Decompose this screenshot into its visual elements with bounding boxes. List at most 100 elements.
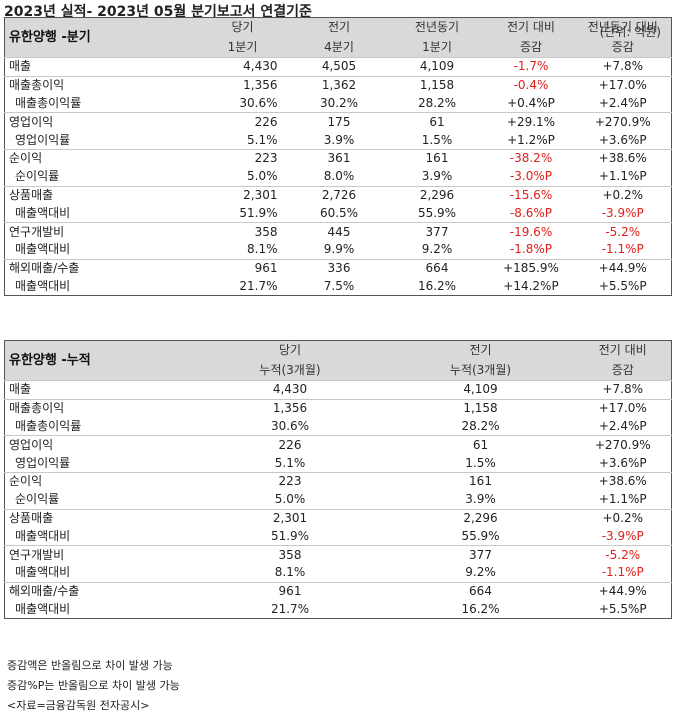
change-prev: +2.4%P [598, 418, 647, 433]
value-current: 223 [193, 148, 292, 168]
row-label: 영업이익 [4, 435, 194, 455]
row-label: 매출총이익 [4, 75, 194, 95]
table-row: 매출총이익률 30.6% 28.2% +2.4%P [5, 418, 672, 436]
value-yoy-period: 55.9% [417, 205, 457, 220]
change-qoq: -38.2% [487, 148, 575, 168]
value-previous: 445 [291, 222, 387, 241]
value-yoy-period: 9.2% [421, 242, 453, 257]
value-current: 51.9% [270, 528, 310, 543]
value-yoy-period: 61 [386, 112, 488, 132]
header-previous-sub: 4분기 [291, 37, 387, 58]
unit-label: (단위: 억원) [599, 25, 661, 39]
row-label: 순이익률 [15, 492, 60, 507]
table-row: 매출액대비 21.7% 7.5% 16.2% +14.2%P +5.5%P [5, 278, 672, 296]
value-current: 5.0% [274, 492, 306, 507]
table-row: 매출액대비 8.1% 9.2% -1.1%P [5, 564, 672, 582]
value-previous: 7.5% [323, 278, 355, 293]
change-prev: +7.8% [574, 380, 672, 400]
row-label: 상품매출 [4, 508, 194, 528]
value-previous: 175 [291, 112, 387, 132]
change-prev: +44.9% [574, 581, 672, 601]
value-current: 223 [193, 471, 387, 491]
change-prev: +5.5%P [598, 601, 647, 616]
table-row: 순이익률 5.0% 8.0% 3.9% -3.0%P +1.1%P [5, 168, 672, 186]
cum-header-previous: 전기 [386, 340, 575, 361]
row-label: 영업이익 [4, 112, 194, 132]
quarterly-table: 유한양행 -분기 당기 전기 전년동기 전기 대비 전년동기 대비 1분기 4분… [4, 17, 672, 297]
header-yoy-period: 전년동기 [386, 17, 488, 38]
value-yoy-period: 377 [386, 222, 488, 241]
header-yoy-period-sub: 1분기 [386, 37, 488, 58]
value-current: 2,301 [193, 185, 292, 205]
table-row: 영업이익 226 175 61 +29.1% +270.9% [4, 112, 672, 132]
change-qoq: +0.4%P [507, 95, 555, 110]
cumulative-header-row-1: 유한양행 -누적 당기 전기 전기 대비 [4, 340, 672, 381]
cumulative-table: 유한양행 -누적 당기 전기 전기 대비 누적(3개월) 누적(3개월) 증감 … [4, 340, 672, 620]
row-label: 매출총이익 [4, 398, 194, 418]
value-yoy-period: 2,296 [386, 185, 488, 205]
change-qoq: -19.6% [487, 222, 575, 241]
change-yoy: -5.2% [574, 222, 672, 241]
header-yoy-change: 전년동기 대비 [574, 17, 672, 38]
value-current: 358 [193, 545, 387, 564]
row-label: 매출총이익률 [15, 95, 82, 110]
value-previous: 336 [291, 258, 387, 278]
value-yoy-period: 3.9% [421, 169, 453, 184]
table-row: 해외매출/수출 961 664 +44.9% [4, 581, 672, 601]
header-qoq-change-sub: 증감 [487, 37, 575, 58]
change-prev: +270.9% [574, 435, 672, 455]
value-previous: 361 [291, 148, 387, 168]
value-current: 5.1% [274, 455, 306, 470]
cumulative-header-row-2: 누적(3개월) 누적(3개월) 증감 [5, 360, 672, 381]
table-row: 연구개발비 358 377 -5.2% [4, 545, 672, 564]
change-yoy: +2.4%P [598, 95, 647, 110]
row-label: 매출액대비 [15, 278, 71, 293]
change-qoq: +185.9% [487, 258, 575, 278]
value-previous: 4,505 [291, 57, 387, 77]
value-previous: 3.9% [323, 132, 355, 147]
table-row: 상품매출 2,301 2,296 +0.2% [4, 508, 672, 528]
table-row: 순이익 223 161 +38.6% [4, 471, 672, 491]
header-current-sub: 1분기 [193, 37, 292, 58]
value-previous: 61 [386, 435, 575, 455]
value-current: 30.6% [270, 418, 310, 433]
change-yoy: +38.6% [574, 148, 672, 168]
value-yoy-period: 4,109 [386, 57, 488, 77]
footnote: 증감%P는 반올림으로 차이 발생 가능 [7, 679, 180, 692]
cum-header-change: 전기 대비 [574, 340, 672, 361]
cum-header-current: 당기 [193, 340, 387, 361]
cum-header-change-sub: 증감 [574, 360, 672, 381]
row-label: 순이익 [4, 471, 194, 491]
change-qoq: +29.1% [487, 112, 575, 132]
header-current: 당기 [193, 17, 292, 38]
value-current: 8.1% [247, 242, 278, 257]
row-label: 영업이익률 [15, 455, 71, 470]
value-current: 2,301 [193, 508, 387, 528]
row-label: 매출액대비 [15, 565, 71, 580]
footnote: 증감액은 반올림으로 차이 발생 가능 [7, 659, 173, 672]
value-yoy-period: 16.2% [417, 278, 457, 293]
value-yoy-period: 664 [386, 258, 488, 278]
footnotes: 증감액은 반올림으로 차이 발생 가능 증감%P는 반올림으로 차이 발생 가능… [7, 658, 180, 718]
change-prev: -1.1%P [601, 565, 644, 580]
change-prev: +38.6% [574, 471, 672, 491]
table-row: 매출액대비 51.9% 60.5% 55.9% -8.6%P -3.9%P [5, 204, 672, 222]
row-label: 순이익 [4, 148, 194, 168]
change-yoy: +0.2% [574, 185, 672, 205]
report-title: 2023년 실적- 2023년 05월 분기보고서 연결기준 [4, 4, 312, 20]
value-previous: 4,109 [386, 380, 575, 400]
table-row: 매출 4,430 4,109 +7.8% [4, 380, 672, 400]
value-previous: 1,362 [291, 75, 387, 95]
table-row: 매출액대비 21.7% 16.2% +5.5%P [5, 601, 672, 619]
table-row: 영업이익 226 61 +270.9% [4, 435, 672, 455]
cum-header-current-sub: 누적(3개월) [193, 360, 387, 381]
value-previous: 55.9% [461, 528, 500, 543]
table-row: 순이익률 5.0% 3.9% +1.1%P [5, 491, 672, 509]
change-qoq: -3.0%P [509, 169, 553, 184]
change-prev: -5.2% [574, 545, 672, 564]
value-previous: 3.9% [465, 492, 496, 507]
change-qoq: -15.6% [487, 185, 575, 205]
header-previous: 전기 [291, 17, 387, 38]
table-row: 연구개발비 358 445 377 -19.6% -5.2% [4, 222, 672, 241]
change-yoy: +1.1%P [598, 169, 647, 184]
